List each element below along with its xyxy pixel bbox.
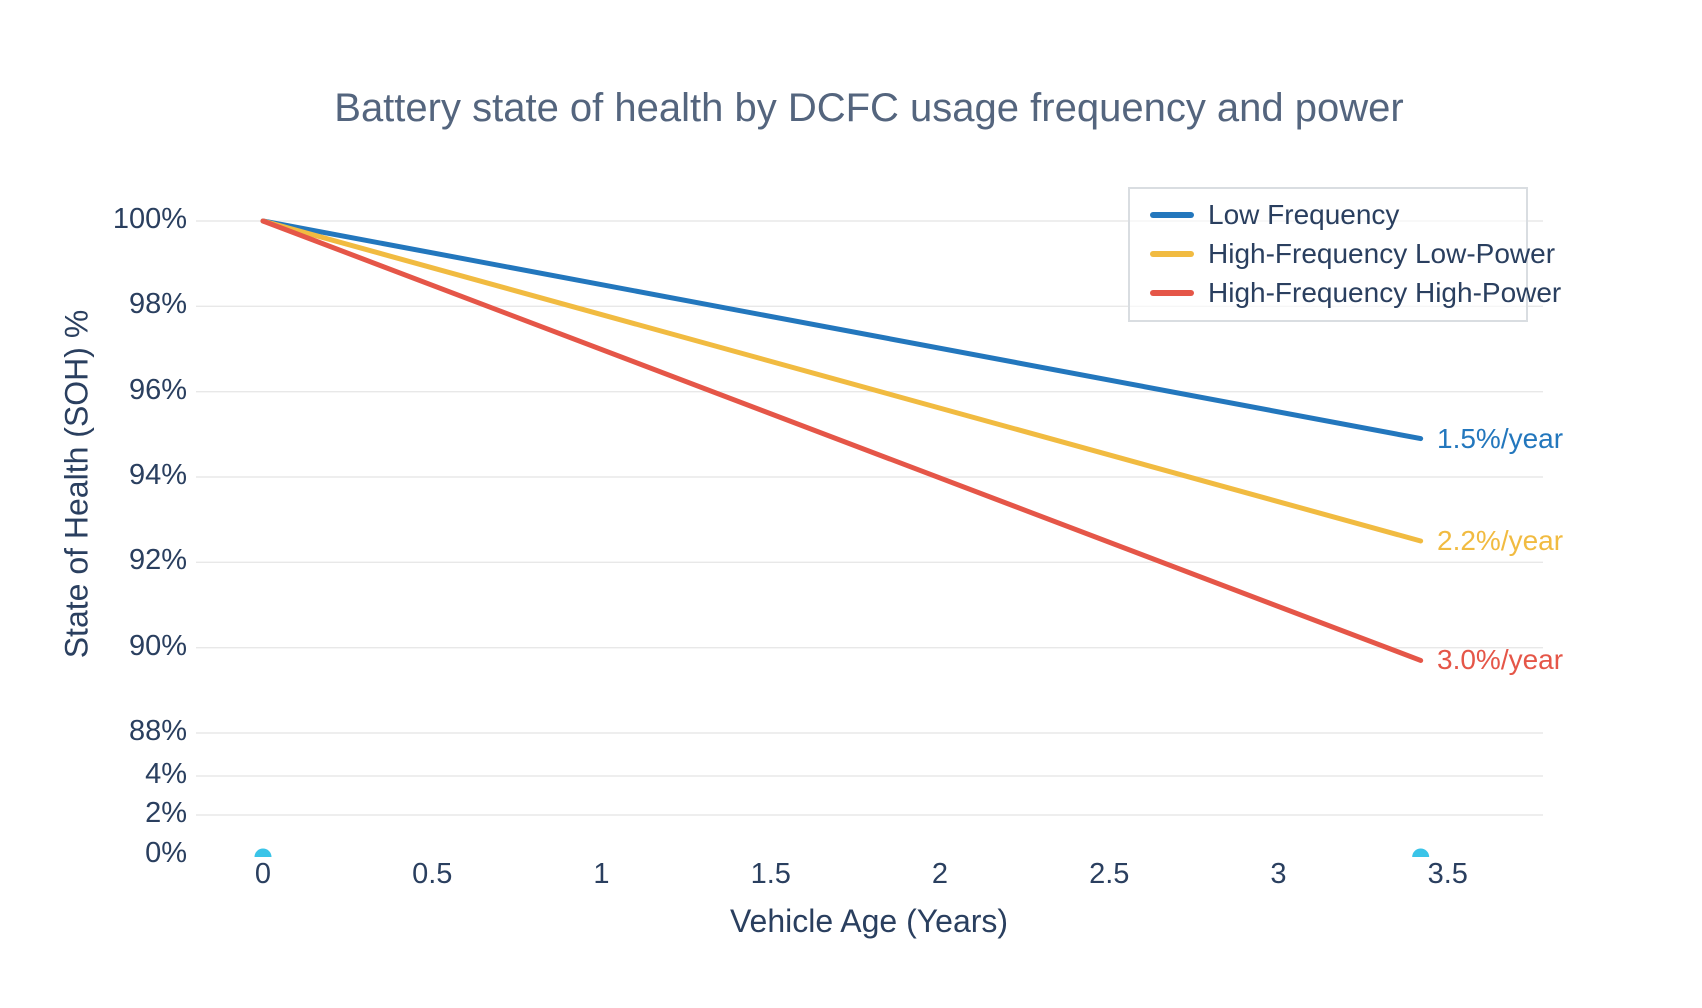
y-tick-label: 96% — [128, 373, 187, 406]
x-tick-label: 1.5 — [750, 858, 791, 890]
y-axis-title: State of Health (SOH) % — [58, 309, 95, 659]
legend-item[interactable]: High-Frequency High-Power — [1130, 273, 1561, 312]
x-tick-label: 0.5 — [412, 858, 453, 890]
y-tick-label: 94% — [128, 459, 187, 492]
legend-item[interactable]: High-Frequency Low-Power — [1130, 234, 1555, 273]
series-line[interactable] — [260, 218, 1424, 663]
legend[interactable]: Low Frequency High-Frequency Low-Power Hig… — [1128, 187, 1561, 322]
y-tick-label: 92% — [128, 544, 187, 577]
series-line[interactable] — [260, 218, 1424, 544]
y-tick-label: 98% — [128, 288, 187, 321]
legend-line-swatch — [1150, 211, 1194, 218]
chart-title: Battery state of health by DCFC usage fr… — [334, 86, 1404, 130]
legend-label: Low Frequency — [1208, 198, 1400, 230]
rate-annotation: 2.2%/year — [1437, 525, 1564, 556]
legend-item[interactable]: Low Frequency — [1130, 195, 1526, 234]
y-tick-label: 0% — [145, 837, 187, 870]
x-tick-label: 3.5 — [1427, 858, 1468, 890]
x-tick-label: 2.5 — [1089, 858, 1130, 890]
endpoint-marker[interactable] — [254, 848, 272, 866]
series-line[interactable] — [260, 218, 1424, 442]
y-tick-label: 88% — [128, 715, 187, 748]
endpoint-marker[interactable] — [1412, 848, 1430, 866]
y-tick-label: 100% — [112, 203, 187, 236]
legend-label: High-Frequency High-Power — [1208, 276, 1562, 308]
x-tick-label: 0 — [254, 858, 272, 890]
x-tick-label: 3 — [1270, 858, 1287, 890]
y-tick-label: 2% — [145, 797, 187, 830]
rate-annotation: 1.5%/year — [1437, 422, 1564, 454]
legend-label: High-Frequency Low-Power — [1208, 237, 1556, 269]
y-tick-label: 4% — [145, 758, 187, 791]
legend-line-swatch — [1150, 289, 1194, 296]
x-axis-title: Vehicle Age (Years) — [729, 903, 1009, 939]
y-tick-label: 90% — [128, 629, 187, 662]
x-tick-label: 1 — [593, 858, 610, 890]
rate-annotation: 3.0%/year — [1437, 644, 1564, 676]
legend-line-swatch — [1150, 250, 1194, 257]
x-tick-label: 2 — [931, 858, 949, 890]
